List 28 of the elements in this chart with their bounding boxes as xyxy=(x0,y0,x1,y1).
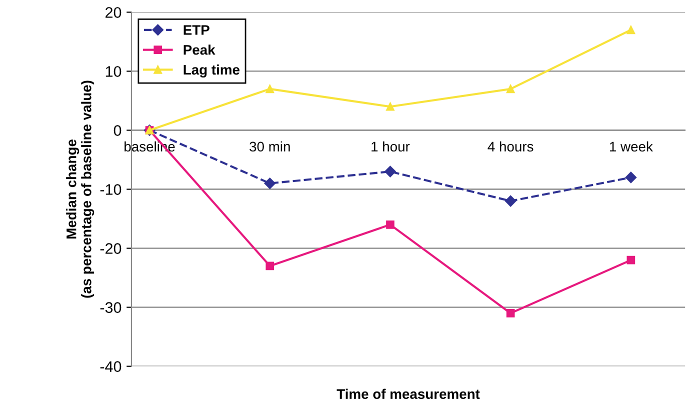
y-tick-label: -30 xyxy=(100,302,122,313)
x-axis-title: Time of measurement xyxy=(336,388,480,399)
point xyxy=(626,256,636,264)
point xyxy=(504,195,516,207)
point xyxy=(386,102,394,111)
legend-label: Lag time xyxy=(184,64,240,78)
point xyxy=(506,84,515,94)
point xyxy=(264,178,276,189)
point xyxy=(384,166,396,178)
point xyxy=(266,262,274,270)
x-tick-label: 4 hours xyxy=(488,141,534,152)
point xyxy=(625,172,637,184)
legend-label: Peak xyxy=(184,44,216,55)
legend-label: ETP xyxy=(184,25,210,35)
point xyxy=(266,84,274,94)
point xyxy=(506,309,515,318)
y-tick-label: 10 xyxy=(106,66,122,77)
y-tick-label: 20 xyxy=(106,7,122,18)
y-tick-label: 0 xyxy=(114,125,122,136)
y-tick-label: -20 xyxy=(100,243,122,254)
point xyxy=(626,26,636,34)
x-tick-label: 1 week xyxy=(610,141,653,152)
x-tick-label: 1 hour xyxy=(372,141,410,152)
y-tick-label: -10 xyxy=(100,184,122,195)
point xyxy=(386,220,394,229)
y-axis-title: Median change (as percentage of baseline value) xyxy=(66,80,94,298)
x-tick-label: 30 min xyxy=(250,141,290,152)
y-tick-label: -40 xyxy=(100,361,122,372)
